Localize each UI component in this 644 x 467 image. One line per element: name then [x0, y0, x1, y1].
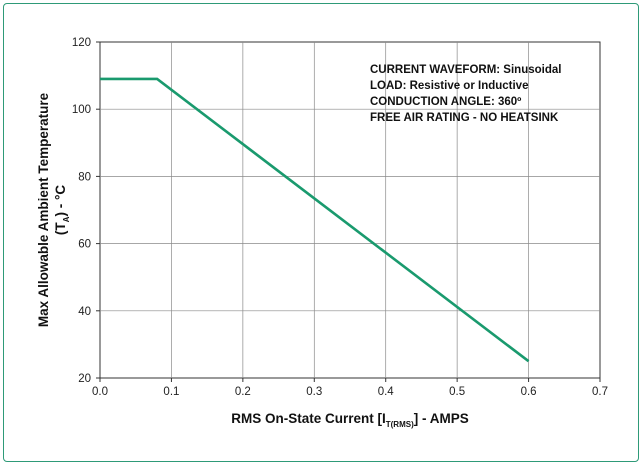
- derating-curve: [100, 77, 530, 363]
- y-axis-title-line-1: Max Allowable Ambient Temperature: [36, 92, 51, 327]
- x-axis-title-main: RMS On-State Current [I: [231, 411, 386, 426]
- grid: [96, 41, 601, 382]
- y-axis-title-end: ) - °C: [53, 185, 68, 217]
- x-tick-label: 0.3: [306, 386, 322, 398]
- y-tick-label: 60: [78, 239, 91, 251]
- annotation-line-3: CONDUCTION ANGLE: 360º: [370, 96, 521, 108]
- x-tick-label: 0.4: [378, 386, 395, 398]
- x-tick-labels: 0.0 0.1 0.2 0.3 0.4 0.5 0.6 0.7: [92, 386, 608, 398]
- x-axis-title-end: ] - AMPS: [414, 411, 469, 426]
- y-tick-label: 100: [72, 104, 91, 116]
- x-tick-label: 0.7: [592, 386, 608, 398]
- x-tick-label: 0.2: [235, 386, 251, 398]
- y-tick-label: 80: [78, 171, 91, 183]
- annotation-line-1: CURRENT WAVEFORM: Sinusoidal: [370, 64, 561, 76]
- annotation-line-4: FREE AIR RATING - NO HEATSINK: [370, 112, 559, 124]
- x-tick-label: 0.0: [92, 386, 108, 398]
- x-axis-title-sub: T(RMS): [386, 420, 414, 429]
- y-tick-label: 120: [72, 37, 91, 49]
- x-tick-label: 0.6: [521, 386, 537, 398]
- x-tick-label: 0.1: [163, 386, 179, 398]
- y-axis-title-line-2: (TA) - °C: [53, 185, 71, 235]
- x-tick-label: 0.5: [449, 386, 465, 398]
- y-axis-title-sub: A: [62, 216, 71, 222]
- series-group: [100, 77, 530, 363]
- y-tick-labels: 20 40 60 80 100 120: [72, 37, 91, 385]
- annotation-block: CURRENT WAVEFORM: Sinusoidal LOAD: Resis…: [370, 64, 561, 124]
- y-tick-label: 40: [78, 306, 91, 318]
- y-tick-label: 20: [78, 373, 91, 385]
- annotation-line-2: LOAD: Resistive or Inductive: [370, 80, 528, 92]
- y-axis-title-main: (T: [53, 222, 68, 235]
- x-axis-title: RMS On-State Current [IT(RMS)] - AMPS: [231, 411, 469, 429]
